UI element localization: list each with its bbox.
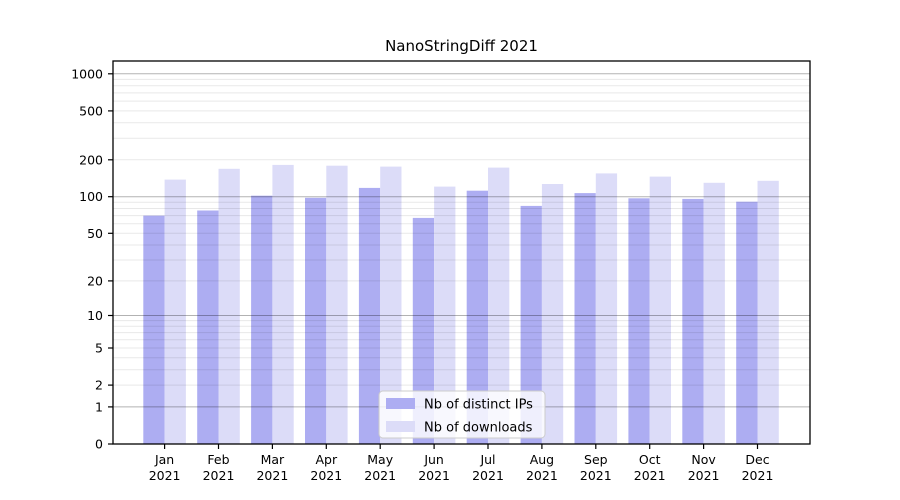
- x-tick-label-year: 2021: [203, 468, 235, 483]
- x-tick-label-month: Dec: [745, 452, 769, 467]
- x-tick-label-year: 2021: [149, 468, 181, 483]
- bar-downloads-aug: [541, 184, 564, 444]
- x-tick-label-month: Jun: [423, 452, 444, 467]
- bar-downloads-nov: [703, 182, 725, 445]
- bar-downloads-jul: [488, 167, 510, 444]
- bar-ips-oct: [628, 198, 650, 444]
- x-tick-label-year: 2021: [310, 468, 342, 483]
- y-tick-label: 20: [87, 273, 103, 288]
- bar-ips-aug: [520, 205, 542, 444]
- x-tick-label-year: 2021: [418, 468, 450, 483]
- x-tick-label-year: 2021: [634, 468, 666, 483]
- y-tick-label: 100: [79, 189, 103, 204]
- x-tick-label-month: Aug: [530, 452, 554, 467]
- y-tick-label: 10: [87, 308, 103, 323]
- y-tick-label: 0: [95, 437, 103, 452]
- x-tick-label-month: May: [367, 452, 393, 467]
- chart-title: NanoStringDiff 2021: [385, 37, 538, 55]
- bar-ips-apr: [305, 197, 327, 444]
- bar-ips-jun: [412, 217, 435, 444]
- x-tick-label-month: Jan: [154, 452, 174, 467]
- y-tick-label: 500: [79, 103, 103, 118]
- legend-label: Nb of downloads: [424, 421, 533, 436]
- x-tick-label-year: 2021: [256, 468, 288, 483]
- bar-downloads-jun: [434, 186, 456, 444]
- x-tick-label-year: 2021: [742, 468, 774, 483]
- x-tick-label-month: Feb: [207, 452, 229, 467]
- bar-ips-may: [358, 187, 381, 444]
- bar-downloads-apr: [326, 165, 348, 444]
- bar-ips-feb: [197, 210, 219, 444]
- y-tick-label: 1000: [71, 66, 103, 81]
- x-tick-label-month: Oct: [639, 452, 661, 467]
- bar-downloads-may: [380, 166, 402, 444]
- bar-ips-jan: [143, 215, 165, 444]
- legend-swatch-ips: [386, 398, 415, 409]
- x-tick-label-year: 2021: [580, 468, 612, 483]
- y-tick-label: 2: [95, 378, 103, 393]
- x-tick-label-month: Apr: [315, 452, 337, 467]
- bar-ips-sep: [574, 193, 596, 444]
- bar-downloads-mar: [272, 164, 294, 444]
- bar-ips-nov: [682, 198, 704, 444]
- x-tick-label-year: 2021: [364, 468, 396, 483]
- x-tick-label-month: Sep: [584, 452, 608, 467]
- y-tick-label: 50: [87, 226, 103, 241]
- bar-downloads-dec: [757, 180, 779, 445]
- plot-border: [112, 60, 811, 445]
- bar-ips-mar: [251, 195, 273, 444]
- x-tick-label-month: Nov: [691, 452, 716, 467]
- y-tick-label: 5: [95, 341, 103, 356]
- bar-downloads-feb: [218, 168, 240, 445]
- legend-label: Nb of distinct IPs: [424, 398, 533, 413]
- y-tick-label: 200: [79, 152, 103, 167]
- legend-box: [378, 390, 546, 439]
- x-tick-label-month: Mar: [261, 452, 285, 467]
- bar-downloads-oct: [649, 176, 671, 444]
- x-tick-label-year: 2021: [472, 468, 504, 483]
- bar-ips-jul: [466, 190, 488, 444]
- bar-downloads-jan: [164, 179, 186, 444]
- x-tick-label-month: Jul: [479, 452, 495, 467]
- x-tick-label-year: 2021: [688, 468, 720, 483]
- legend-swatch-downloads: [386, 421, 415, 432]
- y-tick-label: 1: [95, 399, 103, 414]
- x-tick-label-year: 2021: [526, 468, 558, 483]
- bar-downloads-sep: [595, 173, 618, 444]
- bar-ips-dec: [736, 201, 758, 444]
